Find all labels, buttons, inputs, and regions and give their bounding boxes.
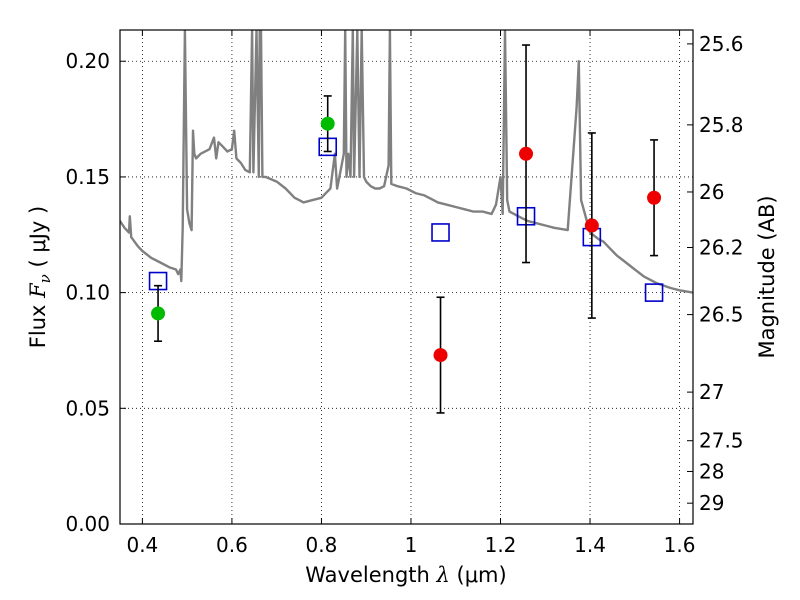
y-axis-label-prefix: Flux — [26, 298, 50, 348]
tick-labels: 0.4 0.6 0.8 1 1.2 1.4 1.6 0.00 0.05 0.10 0.15 0.20 2… — [65, 32, 743, 557]
right-tick-label: 28 — [699, 459, 724, 483]
right-tick-label: 25.6 — [699, 32, 744, 56]
right-axis-label: Magnitude (AB) — [755, 195, 779, 358]
y-axis-label: Flux Fν ( μJy ) — [26, 206, 54, 348]
x-tick-label: 1.6 — [664, 533, 696, 557]
ticks — [120, 30, 693, 525]
photometry-point — [433, 348, 448, 363]
y-axis-label-unit: ( μJy ) — [26, 206, 50, 274]
right-tick-label: 26.5 — [699, 303, 744, 327]
right-tick-label: 26.2 — [699, 235, 744, 259]
axes-frame — [119, 29, 694, 525]
y-tick-label: 0.05 — [65, 396, 110, 420]
x-axis-label-unit: (μm) — [450, 563, 507, 587]
x-tick-label: 1.4 — [574, 533, 606, 557]
y-tick-label: 0.00 — [65, 512, 110, 536]
photometry-point — [151, 306, 166, 321]
photometry-point — [519, 146, 534, 161]
photometry-point — [584, 218, 599, 233]
y-tick-label: 0.10 — [65, 281, 110, 305]
x-axis-label-symbol: λ — [436, 563, 450, 587]
x-tick-label: 1.2 — [485, 533, 517, 557]
right-tick-label: 27 — [699, 380, 724, 404]
x-tick-label: 0.6 — [216, 533, 248, 557]
x-tick-label: 0.8 — [306, 533, 338, 557]
right-tick-label: 27.5 — [699, 429, 744, 453]
x-axis-label-prefix: Wavelength — [305, 563, 436, 587]
x-axis-label: Wavelength λ (μm) — [305, 563, 506, 587]
right-tick-label: 25.8 — [699, 113, 744, 137]
y-axis-label-symbol: F — [26, 282, 50, 299]
right-tick-label: 26 — [699, 180, 724, 204]
x-tick-label: 1 — [405, 533, 418, 557]
sed-model-line — [120, 30, 693, 294]
y-tick-label: 0.15 — [65, 165, 110, 189]
photometry-point — [647, 190, 662, 205]
y-tick-label: 0.20 — [65, 49, 110, 73]
model-square-marker — [644, 283, 664, 302]
right-tick-label: 29 — [699, 491, 724, 515]
model-square-marker — [431, 223, 450, 242]
y-axis-label-subscript: ν — [36, 274, 54, 283]
photometry-point — [320, 116, 335, 131]
plot-area — [120, 30, 693, 414]
x-tick-label: 0.4 — [126, 533, 158, 557]
